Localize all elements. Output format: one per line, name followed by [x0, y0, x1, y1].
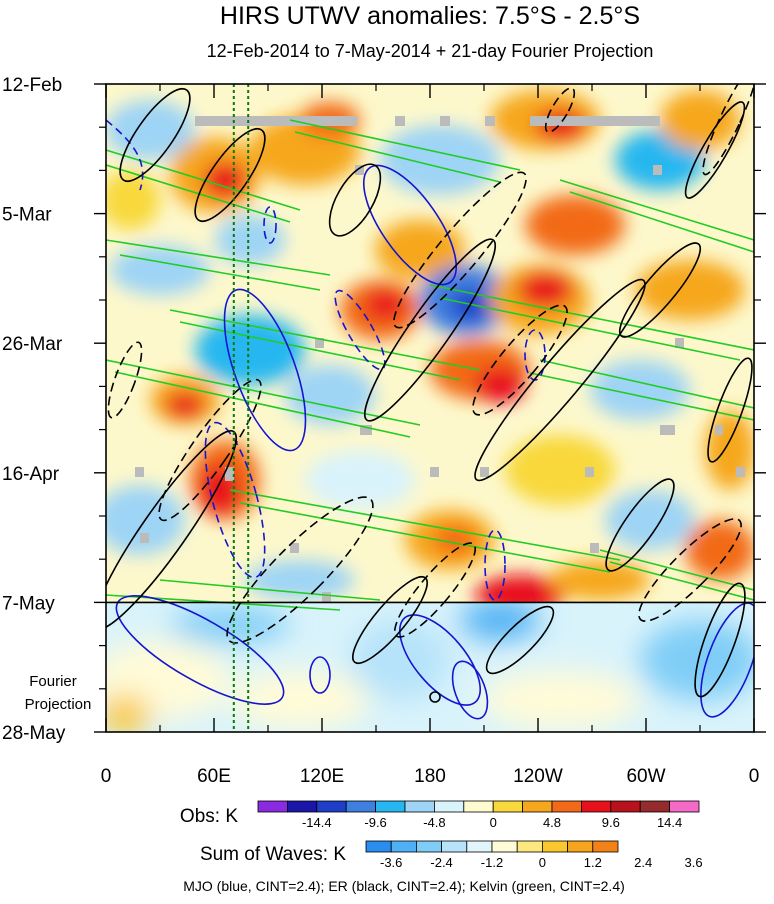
obs-swatch-0 [257, 800, 288, 813]
fourier-projection-label: Fourier Projection [25, 673, 92, 713]
obs-swatch-10 [551, 800, 582, 813]
wave-colorbar-swatches [365, 840, 619, 853]
obs-tick-1: -9.6 [364, 815, 386, 830]
obs-colorbar: Obs: K -14.4 -9.6 -4.8 0 4.8 9.6 14.4 [180, 800, 700, 830]
obs-tick-5: 9.6 [602, 815, 620, 830]
projection-label-line-2: Projection [25, 696, 92, 713]
x-tick-label-4: 120W [513, 766, 563, 787]
wave-tick-4: 1.2 [584, 855, 602, 870]
obs-colorbar-label: Obs: K [180, 806, 238, 827]
obs-tick-0: -14.4 [302, 815, 332, 830]
chart-title: HIRS UTWV anomalies: 7.5°S - 2.5°S [220, 2, 640, 30]
wave-tick-2: -1.2 [481, 855, 503, 870]
chart-subtitle: 12-Feb-2014 to 7-May-2014 + 21-day Fouri… [207, 41, 654, 61]
wave-swatch-1 [390, 840, 417, 853]
y-tick-label-1: 5-Mar [2, 205, 52, 226]
projection-label-line-1: Fourier [29, 673, 77, 690]
wave-swatch-3 [441, 840, 468, 853]
wave-tick-6: 3.6 [685, 855, 703, 870]
y-tick-label-3: 16-Apr [2, 464, 60, 485]
obs-swatch-9 [522, 800, 553, 813]
obs-swatch-8 [492, 800, 524, 813]
obs-colorbar-ticks: -14.4 -9.6 -4.8 0 4.8 9.6 14.4 [302, 815, 682, 830]
observed-anomaly-field [106, 90, 754, 602]
obs-tick-2: -4.8 [423, 815, 445, 830]
wave-swatch-4 [466, 840, 493, 853]
er-contours [106, 84, 754, 703]
obs-swatch-11 [581, 800, 612, 813]
x-tick-label-3: 180 [414, 766, 446, 787]
wave-swatch-6 [516, 840, 543, 853]
wave-tick-0: -3.6 [380, 855, 402, 870]
wave-swatch-5 [491, 840, 518, 853]
contours-note: MJO (blue, CINT=2.4); ER (black, CINT=2.… [183, 878, 625, 894]
y-tick-label-4: 7-May [2, 593, 55, 614]
plot-area [106, 84, 754, 732]
obs-swatch-2 [316, 800, 347, 813]
obs-swatch-4 [375, 800, 406, 813]
x-axis: 0 60E 120E 180 120W 60W 0 [101, 84, 760, 787]
y-axis: 12-Feb 5-Mar 26-Mar 16-Apr 7-May 28-May [2, 75, 766, 744]
x-tick-label-0: 0 [101, 766, 112, 787]
x-tick-label-1: 60E [197, 766, 231, 787]
wave-swatch-0 [365, 840, 392, 853]
wave-tick-1: -2.4 [430, 855, 452, 870]
wave-colorbar-ticks: -3.6 -2.4 -1.2 0 1.2 2.4 3.6 [380, 855, 703, 870]
obs-swatch-5 [404, 800, 435, 813]
projection-field [106, 602, 754, 732]
wave-colorbar-label: Sum of Waves: K [200, 844, 346, 865]
obs-swatch-12 [610, 800, 641, 813]
obs-swatch-6 [433, 800, 465, 813]
obs-tick-3: 0 [490, 815, 497, 830]
missing-data-marks [135, 116, 745, 602]
wave-tick-3: 0 [539, 855, 546, 870]
x-tick-label-6: 0 [749, 766, 760, 787]
mjo-contours [106, 119, 754, 720]
obs-swatch-13 [639, 800, 671, 813]
obs-tick-4: 4.8 [543, 815, 561, 830]
x-tick-label-5: 60W [626, 766, 665, 787]
y-tick-label-2: 26-Mar [2, 334, 63, 355]
obs-tick-6: 14.4 [657, 815, 682, 830]
y-tick-label-5: 28-May [2, 723, 66, 744]
obs-swatch-7 [463, 800, 494, 813]
wave-swatch-9 [592, 840, 619, 853]
wave-tick-5: 2.4 [634, 855, 652, 870]
wave-swatch-2 [415, 840, 442, 853]
wave-colorbar: Sum of Waves: K -3.6 -2.4 -1.2 0 1.2 2.4 3.6 [200, 840, 703, 870]
obs-swatch-14 [669, 800, 700, 813]
kelvin-contours [106, 119, 754, 611]
obs-swatch-1 [286, 800, 318, 813]
obs-swatch-3 [345, 800, 377, 813]
reference-longitude-lines [232, 84, 250, 732]
wave-swatch-8 [567, 840, 594, 853]
obs-colorbar-swatches [257, 800, 700, 813]
x-tick-label-2: 120E [300, 766, 344, 787]
y-tick-label-0: 12-Feb [2, 75, 62, 96]
wave-swatch-7 [542, 840, 569, 853]
